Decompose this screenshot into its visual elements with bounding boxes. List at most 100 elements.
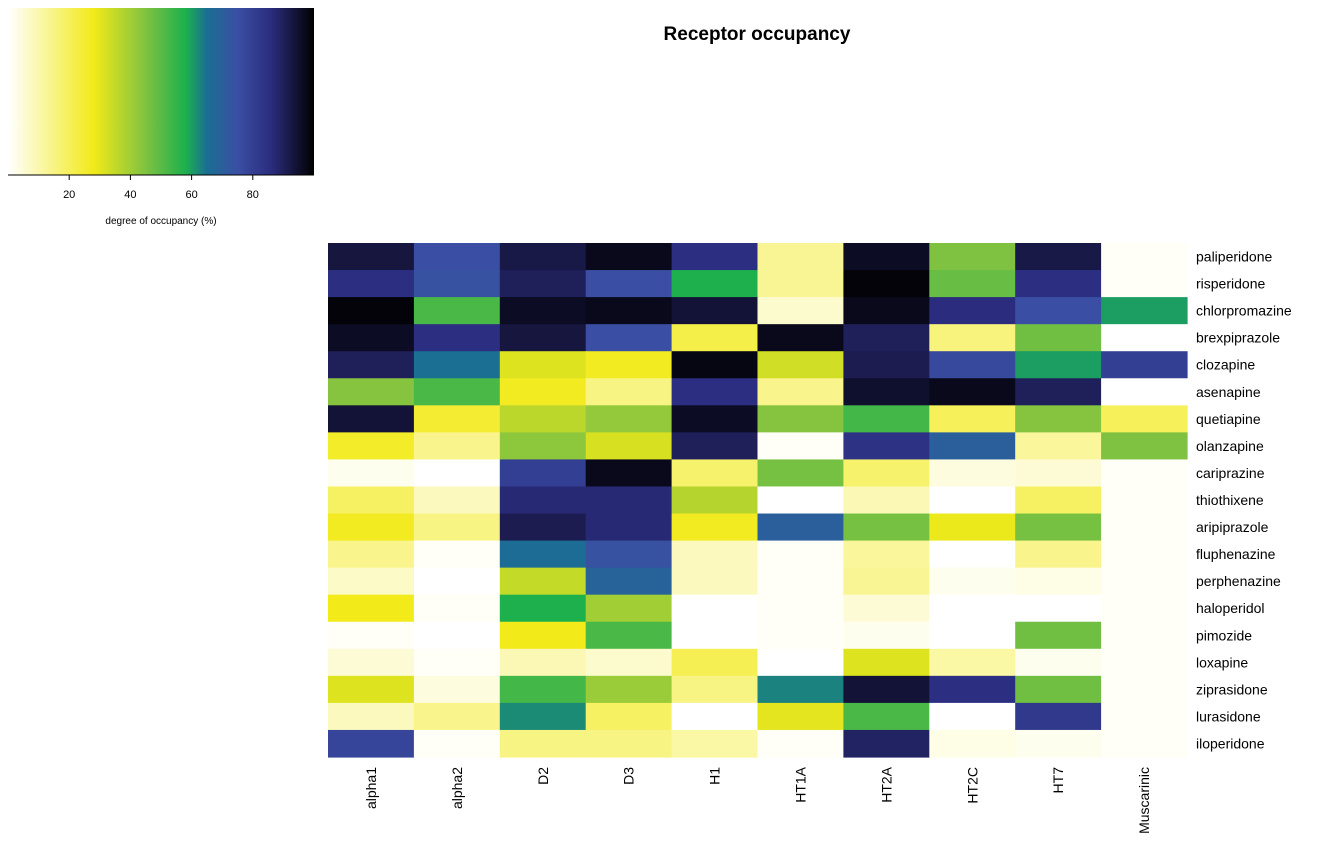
heatmap-cell — [413, 378, 501, 406]
heatmap-cell — [843, 432, 930, 461]
colorbar-label: degree of occupancy (%) — [105, 216, 216, 227]
heatmap-cell — [671, 729, 759, 758]
heatmap-cell — [1101, 243, 1188, 271]
row-label: fluphenazine — [1196, 546, 1276, 562]
heatmap-cell — [1101, 729, 1188, 758]
heatmap-cell — [328, 621, 415, 650]
heatmap-cell — [843, 648, 930, 677]
heatmap-cell — [843, 378, 930, 406]
column-label: D2 — [535, 767, 551, 785]
heatmap-cell — [843, 297, 930, 325]
heatmap-cell — [757, 270, 844, 298]
heatmap-cell — [328, 405, 415, 433]
heatmap-cell — [499, 621, 587, 650]
colorbar-gradient — [8, 8, 314, 175]
heatmap-cell — [328, 594, 415, 623]
heatmap-cell — [1101, 540, 1188, 569]
heatmap-cell — [1015, 378, 1102, 406]
column-label: alpha2 — [449, 767, 465, 809]
heatmap-cell — [585, 243, 673, 271]
row-label: aripiprazole — [1196, 519, 1269, 535]
row-label: pimozide — [1196, 627, 1252, 643]
colorbar-ticks: 20 40 60 80 — [63, 175, 259, 201]
heatmap-cell — [843, 729, 930, 758]
heatmap-cell — [499, 594, 587, 623]
row-label: lurasidone — [1196, 708, 1261, 724]
heatmap-cell — [757, 540, 844, 569]
heatmap-cell — [843, 702, 930, 731]
row-label: clozapine — [1196, 357, 1255, 373]
heatmap-cell — [1015, 513, 1102, 542]
row-label: cariprazine — [1196, 465, 1265, 481]
heatmap-cell — [1015, 297, 1102, 325]
column-label: HT2C — [964, 767, 980, 804]
colorbar-tick-label: 20 — [63, 189, 75, 201]
heatmap-cell — [585, 621, 673, 650]
heatmap-cell — [413, 405, 501, 433]
heatmap-cell — [1101, 297, 1188, 325]
heatmap-cell — [757, 405, 844, 433]
heatmap-cell — [757, 594, 844, 623]
chart-title: Receptor occupancy — [664, 24, 851, 45]
row-label: ziprasidone — [1196, 681, 1268, 697]
heatmap-cell — [499, 351, 587, 379]
heatmap-cell — [1015, 567, 1102, 596]
column-label: D3 — [621, 767, 637, 785]
heatmap-cell — [413, 243, 501, 271]
heatmap-cell — [929, 459, 1016, 488]
heatmap-cell — [929, 621, 1016, 650]
heatmap-cell — [413, 648, 501, 677]
heatmap-cell — [413, 702, 501, 731]
heatmap-cell — [929, 513, 1016, 542]
heatmap-cell — [328, 567, 415, 596]
heatmap-cell — [585, 513, 673, 542]
heatmap-cell — [585, 297, 673, 325]
heatmap-cell — [757, 729, 844, 758]
heatmap-cell — [328, 540, 415, 569]
heatmap-cell — [585, 459, 673, 488]
heatmap-cell — [1101, 351, 1188, 379]
heatmap-cell — [1015, 324, 1102, 352]
colorbar-tick-label: 80 — [247, 189, 259, 201]
heatmap-cell — [499, 729, 587, 758]
heatmap-cell — [929, 729, 1016, 758]
heatmap-cell — [671, 621, 759, 650]
row-label: olanzapine — [1196, 438, 1264, 454]
heatmap-cell — [1101, 405, 1188, 433]
heatmap-cell — [499, 675, 587, 704]
heatmap-cell — [671, 324, 759, 352]
colorbar-legend: 20 40 60 80 degree of occupancy (%) — [8, 8, 314, 227]
heatmap-cell — [499, 270, 587, 298]
heatmap-cell — [757, 621, 844, 650]
row-labels: paliperidone risperidone chlorpromazine bre… — [1196, 249, 1292, 752]
heatmap-cell — [929, 567, 1016, 596]
heatmap-cell — [929, 405, 1016, 433]
heatmap-cell — [413, 459, 501, 488]
colorbar-tick-label: 60 — [185, 189, 197, 201]
heatmap-cell — [585, 567, 673, 596]
heatmap-cell — [413, 513, 501, 542]
heatmap-cell — [843, 243, 930, 271]
heatmap-cell — [671, 432, 759, 461]
row-label: quetiapine — [1196, 411, 1261, 427]
heatmap-cell — [757, 351, 844, 379]
heatmap-cell — [1101, 675, 1188, 704]
heatmap-cell — [843, 405, 930, 433]
row-label: perphenazine — [1196, 573, 1281, 589]
heatmap-cell — [328, 297, 415, 325]
heatmap-cell — [757, 675, 844, 704]
heatmap-cell — [671, 567, 759, 596]
heatmap-cell — [671, 648, 759, 677]
heatmap-cell — [757, 567, 844, 596]
heatmap-cell — [585, 594, 673, 623]
heatmap-cell — [671, 513, 759, 542]
heatmap-cell — [929, 243, 1016, 271]
heatmap-cell — [328, 675, 415, 704]
heatmap-cell — [499, 513, 587, 542]
heatmap-cell — [757, 297, 844, 325]
heatmap-cell — [929, 594, 1016, 623]
heatmap-cell — [671, 540, 759, 569]
heatmap-cell — [328, 378, 415, 406]
heatmap-cell — [413, 270, 501, 298]
heatmap-cell — [671, 351, 759, 379]
